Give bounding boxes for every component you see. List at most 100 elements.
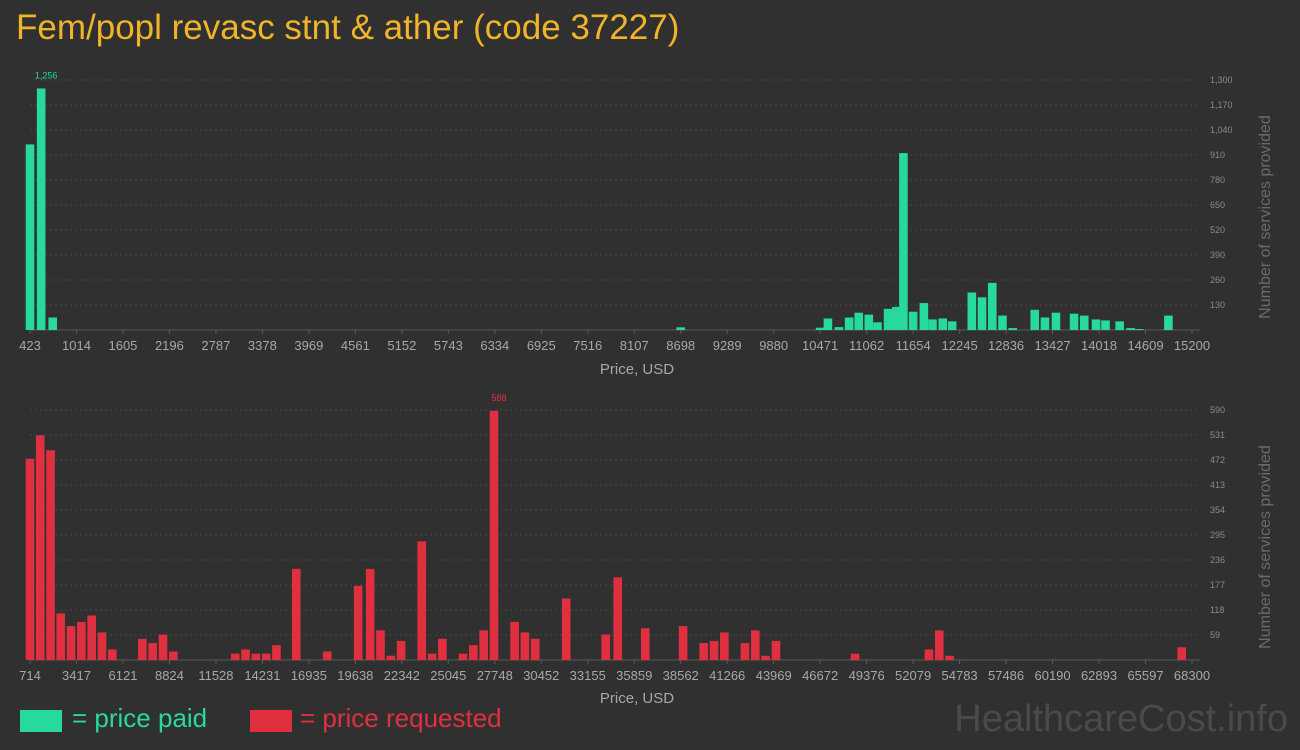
x-tick-label-requested: 41266: [709, 668, 745, 683]
bar-paid: [854, 312, 864, 330]
y-axis-label-paid: Number of services provided: [1257, 115, 1274, 319]
x-tick-label-paid: 15200: [1174, 338, 1210, 353]
bar-requested: [678, 626, 688, 660]
y-tick-label-requested: 354: [1210, 505, 1225, 515]
x-tick-label-requested: 25045: [430, 668, 466, 683]
x-tick-label-requested: 27748: [477, 668, 513, 683]
x-tick-label-requested: 6121: [109, 668, 138, 683]
x-tick-label-paid: 12836: [988, 338, 1024, 353]
bar-requested: [438, 638, 447, 660]
x-tick-label-requested: 16935: [291, 668, 327, 683]
bar-requested: [322, 651, 332, 660]
bar-paid: [48, 317, 58, 330]
bar-requested: [771, 640, 781, 660]
bar-requested: [241, 649, 250, 660]
y-tick-label-paid: 260: [1210, 275, 1225, 285]
bar-requested: [25, 458, 35, 660]
bar-requested: [386, 655, 396, 660]
x-tick-label-requested: 52079: [895, 668, 931, 683]
bar-requested: [353, 585, 363, 660]
bar-paid: [883, 308, 893, 330]
x-tick-label-paid: 5743: [434, 338, 463, 353]
bar-paid: [1135, 329, 1144, 330]
x-tick-label-requested: 14231: [244, 668, 280, 683]
bar-requested: [709, 640, 719, 660]
y-tick-label-paid: 520: [1210, 225, 1225, 235]
bar-requested: [740, 643, 750, 660]
y-tick-label-requested: 590: [1210, 405, 1225, 415]
bar-requested: [169, 651, 178, 660]
bar-paid: [823, 318, 833, 330]
y-tick-label-paid: 1,170: [1210, 100, 1233, 110]
x-tick-label-requested: 11528: [198, 668, 233, 683]
x-tick-label-paid: 1605: [108, 338, 137, 353]
x-tick-label-requested: 714: [19, 668, 41, 683]
bar-paid: [864, 314, 874, 330]
x-axis-label-requested: Price, USD: [600, 690, 674, 707]
bar-requested: [66, 626, 76, 660]
bar-paid: [1091, 319, 1101, 330]
bar-paid: [1101, 320, 1110, 330]
bar-requested: [1177, 647, 1186, 660]
x-tick-label-requested: 8824: [155, 668, 184, 683]
bar-paid: [928, 319, 937, 330]
bar-paid: [938, 318, 948, 330]
y-tick-label-requested: 472: [1210, 455, 1225, 465]
bar-requested: [458, 653, 468, 660]
y-tick-label-requested: 236: [1210, 555, 1225, 565]
bar-paid: [873, 322, 882, 330]
x-tick-label-requested: 30452: [523, 668, 559, 683]
y-tick-label-paid: 1,040: [1210, 125, 1233, 135]
bar-requested: [934, 630, 944, 660]
bar-requested: [291, 568, 301, 660]
bar-requested: [479, 630, 488, 660]
x-tick-label-paid: 13427: [1035, 338, 1071, 353]
x-tick-label-requested: 22342: [384, 668, 420, 683]
x-tick-label-paid: 14018: [1081, 338, 1117, 353]
bar-paid: [1164, 315, 1173, 330]
bar-requested: [469, 645, 478, 660]
bar-requested: [924, 649, 934, 660]
bar-requested: [640, 628, 650, 660]
bar-paid: [844, 317, 854, 330]
x-tick-label-paid: 11654: [896, 338, 931, 353]
bar-paid: [1040, 317, 1050, 330]
bar-paid: [1030, 309, 1040, 330]
bar-requested: [97, 632, 107, 660]
y-tick-label-paid: 910: [1210, 150, 1225, 160]
chart-title: Fem/popl revasc stnt & ather (code 37227…: [16, 8, 680, 47]
bar-requested: [520, 632, 530, 660]
bar-requested: [251, 653, 261, 660]
legend-label-paid: = price paid: [72, 703, 208, 733]
bar-requested: [761, 655, 770, 660]
x-tick-label-paid: 2787: [201, 338, 230, 353]
x-tick-label-paid: 2196: [155, 338, 184, 353]
bar-requested: [46, 450, 55, 660]
bar-requested: [417, 541, 427, 660]
peak-label-paid: 1,256: [35, 70, 58, 80]
legend-swatch-requested: [250, 710, 292, 732]
bar-paid: [1008, 328, 1018, 330]
bar-requested: [138, 638, 147, 660]
y-tick-label-paid: 650: [1210, 200, 1225, 210]
y-tick-label-paid: 130: [1210, 300, 1225, 310]
bar-requested: [601, 634, 611, 660]
bar-requested: [396, 640, 406, 660]
y-tick-label-requested: 295: [1210, 530, 1225, 540]
bar-requested: [720, 632, 729, 660]
x-tick-label-requested: 68300: [1174, 668, 1210, 683]
bar-requested: [850, 653, 860, 660]
x-tick-label-paid: 8698: [666, 338, 695, 353]
x-tick-label-paid: 9880: [759, 338, 788, 353]
x-tick-label-paid: 11062: [849, 338, 884, 353]
bar-paid: [676, 327, 686, 330]
y-tick-label-requested: 59: [1210, 630, 1220, 640]
bar-paid: [908, 311, 918, 330]
bar-paid: [892, 306, 901, 330]
x-tick-label-paid: 14609: [1127, 338, 1163, 353]
peak-label-requested: 588: [491, 393, 506, 403]
bar-requested: [77, 621, 86, 660]
bar-paid: [36, 88, 46, 330]
x-tick-label-requested: 46672: [802, 668, 838, 683]
x-tick-label-requested: 19638: [337, 668, 373, 683]
